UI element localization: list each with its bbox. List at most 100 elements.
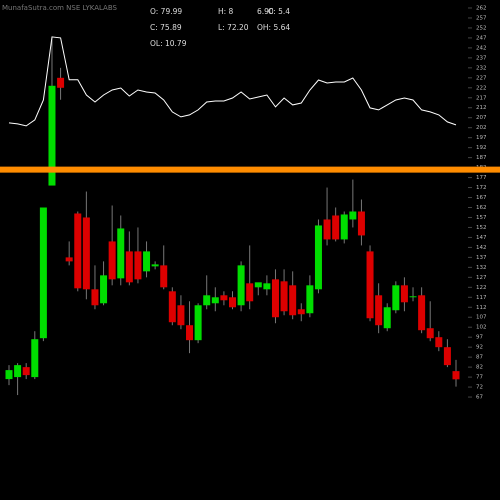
candle-body	[366, 251, 374, 319]
candle-body	[168, 291, 176, 323]
candle-body	[177, 305, 185, 326]
y-tick-label: 82	[476, 365, 483, 371]
y-tick-label: 152	[476, 225, 487, 231]
candle-body	[323, 219, 331, 240]
candle-body	[383, 307, 391, 329]
y-tick-label: 262	[476, 5, 487, 11]
candle-body	[435, 337, 443, 348]
y-tick-label: 247	[476, 35, 487, 41]
candle-body	[143, 251, 151, 272]
candle-body	[125, 251, 133, 283]
candle-body	[443, 347, 451, 366]
y-tick-label: 162	[476, 205, 487, 211]
candle-body	[57, 77, 65, 88]
y-tick-label: 87	[476, 355, 483, 361]
candle-body	[100, 275, 108, 304]
candle-body	[160, 265, 168, 288]
y-tick-label: 212	[476, 105, 487, 111]
candle-body	[314, 225, 322, 290]
info-text: H: 8	[218, 7, 234, 16]
y-tick-label: 137	[476, 255, 487, 261]
candle-body	[91, 289, 99, 306]
info-text: C: 75.89	[150, 23, 182, 32]
y-tick-label: 167	[476, 195, 487, 201]
candle-body	[151, 264, 159, 267]
candle-body	[211, 297, 219, 304]
y-tick-label: 242	[476, 45, 487, 51]
info-text: L: 72.20	[218, 23, 249, 32]
candle-body	[48, 85, 56, 186]
info-text: OL: 10.79	[150, 39, 187, 48]
y-tick-label: 107	[476, 315, 487, 321]
y-tick-label: 252	[476, 25, 487, 31]
y-tick-label: 202	[476, 125, 487, 131]
y-tick-label: 92	[476, 345, 483, 351]
y-tick-label: 142	[476, 245, 487, 251]
candle-body	[117, 228, 125, 279]
candle-body	[65, 257, 73, 262]
y-tick-label: 217	[476, 95, 487, 101]
candle-body	[229, 297, 236, 308]
candle-body	[82, 217, 90, 290]
indicator-line	[8, 36, 457, 127]
candle-body	[237, 265, 245, 306]
candle-body	[332, 215, 340, 240]
info-text: OH: 5.64	[257, 23, 290, 32]
y-tick-label: 102	[476, 325, 487, 331]
y-tick-label: 72	[476, 385, 483, 391]
y-tick-label: 257	[476, 15, 487, 21]
candle-body	[22, 367, 30, 376]
y-tick-label: 207	[476, 115, 487, 121]
candle-body	[271, 279, 279, 318]
candle-body	[306, 285, 314, 314]
info-text: O: 79.99	[150, 7, 182, 16]
y-tick-label: 232	[476, 65, 487, 71]
y-tick-label: 97	[476, 335, 483, 341]
candle-body	[246, 283, 254, 302]
y-tick-label: 77	[476, 375, 483, 381]
y-tick-label: 177	[476, 175, 487, 181]
candle-body	[220, 295, 228, 301]
y-tick-label: 197	[476, 135, 487, 141]
candle-body	[409, 296, 417, 298]
candle-body	[134, 251, 142, 280]
y-tick-label: 227	[476, 75, 487, 81]
candle-body	[426, 328, 434, 339]
candle-body	[349, 211, 357, 220]
candle-body	[289, 285, 297, 316]
candle-body	[5, 370, 13, 380]
y-tick-label: 67	[476, 395, 483, 401]
y-tick-label: 132	[476, 265, 487, 271]
candle-body	[357, 211, 365, 236]
candle-body	[263, 283, 271, 290]
info-text: C: 5.4	[268, 7, 290, 16]
y-tick-label: 147	[476, 235, 487, 241]
candle-body	[400, 285, 408, 303]
y-tick-label: 222	[476, 85, 487, 91]
candle-body	[203, 295, 211, 306]
candle-body	[418, 295, 426, 331]
candle-body	[375, 295, 383, 326]
candle-body	[39, 207, 47, 339]
candle-body	[186, 325, 194, 341]
y-tick-label: 192	[476, 145, 487, 151]
candle-body	[392, 285, 400, 311]
candle-body	[452, 371, 460, 380]
y-tick-label: 112	[476, 305, 487, 311]
y-tick-label: 237	[476, 55, 487, 61]
candle-body	[280, 281, 288, 312]
y-tick-label: 127	[476, 275, 487, 281]
chart-title: MunafaSutra.com NSE LYKALABS	[2, 4, 118, 12]
info-text: 6.90	[257, 7, 274, 16]
candle-body	[194, 305, 202, 341]
y-tick-label: 117	[476, 295, 487, 301]
candle-body	[14, 365, 22, 378]
candle-body	[74, 213, 82, 289]
candle-body	[297, 309, 305, 315]
y-tick-label: 187	[476, 155, 487, 161]
candle-body	[254, 282, 262, 288]
candle-body	[340, 214, 348, 240]
candle-body	[108, 241, 116, 280]
